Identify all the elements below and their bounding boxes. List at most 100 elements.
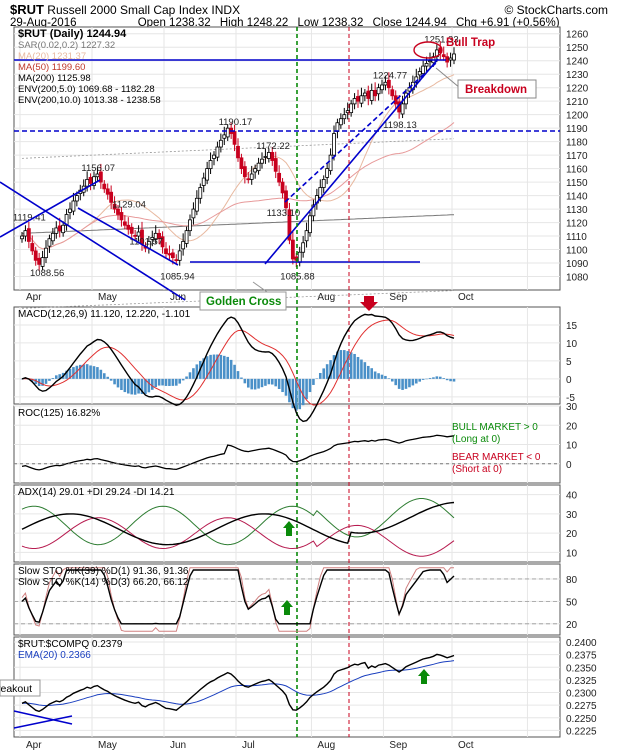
candle-body xyxy=(98,171,103,183)
candle-body xyxy=(263,156,268,158)
macd-histogram-bar xyxy=(150,378,154,390)
price-tick-label: 1110 xyxy=(566,232,587,243)
price-tick-label: 1080 xyxy=(566,273,589,284)
ratio-legend-1: $RUT:$COMPQ 0.2379 xyxy=(18,639,123,650)
uptrend-line xyxy=(264,58,439,265)
macd-histogram-bar xyxy=(229,359,233,379)
price-tick-label: 1160 xyxy=(566,165,588,176)
macd-histogram-bar xyxy=(449,378,452,382)
candle-body xyxy=(40,257,45,267)
macd-histogram-bar xyxy=(260,378,264,388)
ma20-line xyxy=(21,74,455,250)
price-tick-label: 1170 xyxy=(566,151,588,162)
candle-body xyxy=(181,241,186,250)
macd-tick-label: 5 xyxy=(566,357,572,368)
price-tick-label: 1120 xyxy=(566,219,588,230)
candle-body xyxy=(133,234,138,237)
macd-histogram-bar xyxy=(75,365,79,379)
candle-body xyxy=(373,89,378,97)
sto-tick-label: 20 xyxy=(566,620,578,631)
macd-histogram-bar xyxy=(377,373,380,379)
price-legend-entry: MA(200) 1125.98 xyxy=(18,73,91,84)
candle-body xyxy=(362,92,367,97)
sto-legend-1: Slow STO %K(39) %D(1) 91.36, 91.36 xyxy=(18,566,189,577)
macd-histogram-bar xyxy=(346,351,350,379)
macd-histogram-bar xyxy=(126,378,130,394)
macd-histogram-bar xyxy=(133,378,137,395)
high-label: High xyxy=(219,17,244,29)
macd-histogram-bar xyxy=(154,378,158,388)
macd-histogram-bar xyxy=(226,356,230,379)
ratio-tick-label: 0.2325 xyxy=(566,676,597,687)
macd-histogram-bar xyxy=(185,376,188,379)
macd-histogram-bar xyxy=(240,377,243,379)
exchange: INDX xyxy=(211,3,241,17)
price-tick-label: 1100 xyxy=(566,246,588,257)
candle-body xyxy=(68,208,72,213)
price-annotation: 1133.10 xyxy=(267,208,301,219)
trendline-apr-fall xyxy=(0,181,186,301)
macd-histogram-bar xyxy=(243,378,247,384)
price-x-label: Jun xyxy=(170,292,186,303)
slow-sto-39-line xyxy=(21,569,455,625)
close-value: 1244.94 xyxy=(405,17,447,29)
bottom-x-label: Jul xyxy=(242,740,255,750)
candle-body xyxy=(266,152,271,159)
macd-histogram-bar xyxy=(161,378,164,386)
ratio-ema-line xyxy=(21,660,455,707)
macd-histogram-bar xyxy=(264,378,267,386)
macd-histogram-bar xyxy=(106,376,110,379)
macd-histogram-bar xyxy=(411,378,415,386)
price-tick-label: 1260 xyxy=(566,30,589,41)
candle-body xyxy=(246,178,251,181)
macd-histogram-bar xyxy=(312,378,315,385)
price-annotation: 1085.88 xyxy=(280,272,314,283)
candle-body xyxy=(102,183,107,190)
candle-body xyxy=(119,212,124,221)
candle-body xyxy=(236,145,240,159)
candle-body xyxy=(441,54,446,58)
sto-tick-label: 50 xyxy=(566,597,578,608)
candle-body xyxy=(47,238,52,247)
macd-histogram-bar xyxy=(123,378,127,393)
macd-histogram-bar xyxy=(92,366,96,379)
price-x-label: Aug xyxy=(317,292,335,303)
candle-body xyxy=(352,98,357,105)
price-annotation: 1224.77 xyxy=(373,70,407,81)
macd-histogram-bar xyxy=(168,378,171,386)
ratio-tick-label: 0.2300 xyxy=(566,689,597,700)
macd-histogram-bar xyxy=(298,378,302,410)
macd-histogram-bar xyxy=(301,378,305,406)
sto-legend-2: Slow STO %K(14) %D(3) 66.20, 66.12 xyxy=(18,577,189,588)
macd-histogram-bar xyxy=(349,352,353,379)
macd-histogram-bar xyxy=(325,364,329,379)
macd-tick-label: 0 xyxy=(566,375,572,386)
macd-histogram-bar xyxy=(120,378,123,390)
candle-body xyxy=(129,226,134,234)
macd-histogram-bar xyxy=(188,372,192,379)
macd-histogram-bar xyxy=(353,353,356,379)
candle-body xyxy=(112,203,117,210)
macd-histogram-bar xyxy=(54,375,58,379)
macd-histogram-bar xyxy=(336,351,339,379)
candle-body xyxy=(356,96,360,102)
bull-market-subnote: (Long at 0) xyxy=(452,434,500,445)
candle-body xyxy=(369,89,374,101)
price-annotation: 1119.41 xyxy=(13,212,46,223)
candle-body xyxy=(194,197,199,212)
trendline-may-fall xyxy=(77,207,179,266)
candle-body xyxy=(321,179,326,188)
macd-histogram-bar xyxy=(219,354,223,379)
candle-body xyxy=(297,251,302,263)
candle-body xyxy=(71,200,76,212)
candle-body xyxy=(325,168,330,178)
candle-body xyxy=(277,172,282,183)
candle-body xyxy=(225,127,230,138)
bottom-x-label: Apr xyxy=(26,740,42,750)
macd-histogram-bar xyxy=(174,378,178,386)
bull-trap-circle xyxy=(413,41,443,59)
macd-histogram-bar xyxy=(113,378,116,385)
macd-histogram-bar xyxy=(85,364,89,379)
macd-histogram-bar xyxy=(212,354,216,379)
macd-histogram-bar xyxy=(284,378,288,396)
